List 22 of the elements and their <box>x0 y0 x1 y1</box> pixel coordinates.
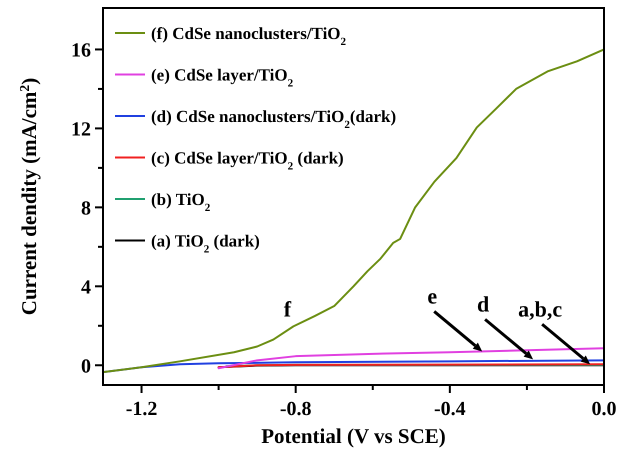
x-tick-label: 0.0 <box>592 398 616 420</box>
line-series <box>102 48 605 374</box>
x-axis-title: Potential (V vs SCE) <box>261 424 446 448</box>
legend-label: (a) TiO$_{2}$ (dark) <box>151 232 260 256</box>
legend-label: (e) CdSe layer/TiO$_{2}$ <box>151 66 294 90</box>
line-series <box>218 347 605 370</box>
y-tick-label: 16 <box>71 39 91 62</box>
y-tick-label: 8 <box>81 197 91 220</box>
x-tick-label: -0.8 <box>280 398 312 420</box>
legend-label: (c) CdSe layer/TiO$_{2}$ (dark) <box>151 148 344 172</box>
y-tick-label: 4 <box>81 276 91 298</box>
x-tick-label: -1.2 <box>126 398 158 420</box>
legend-label: (b) TiO$_{2}$ <box>151 190 211 214</box>
annotation: d <box>476 291 490 316</box>
legend-label: (f) CdSe nanoclusters/TiO$_{2}$ <box>151 24 347 48</box>
x-tick-label: -0.4 <box>434 398 466 420</box>
annotation: f <box>284 296 292 322</box>
y-tick-label: 12 <box>71 118 91 140</box>
y-tick-label: 0 <box>81 355 91 378</box>
annotation: e <box>427 283 438 308</box>
annotation: a,b,c <box>518 296 562 322</box>
legend-label: (d) CdSe nanoclusters/TiO$_{2}$(dark) <box>151 107 396 131</box>
